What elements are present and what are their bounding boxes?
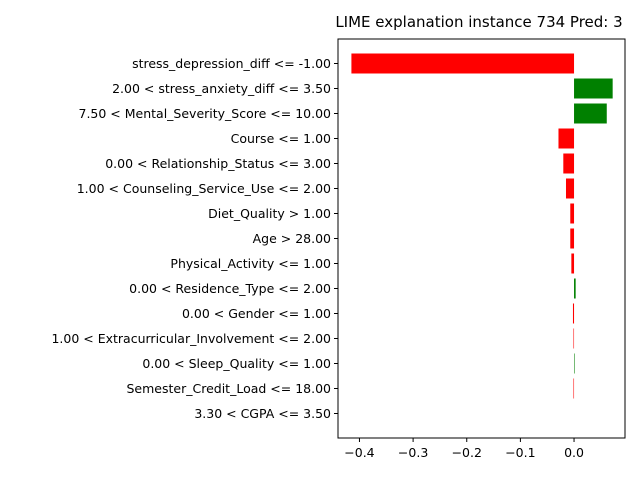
y-tick-label-1: 2.00 < stress_anxiety_diff <= 3.50 [112, 81, 331, 96]
bar-11 [573, 328, 575, 349]
y-tick-label-5: 1.00 < Counseling_Service_Use <= 2.00 [77, 181, 331, 196]
y-tick-label-0: stress_depression_diff <= -1.00 [132, 56, 331, 71]
bar-13 [573, 378, 575, 399]
y-axis-ticks: stress_depression_diff <= -1.00 2.00 < st… [51, 56, 338, 421]
y-tick-label-13: Semester_Credit_Load <= 18.00 [127, 381, 332, 396]
y-tick-label-4: 0.00 < Relationship_Status <= 3.00 [105, 156, 331, 171]
y-tick-label-10: 0.00 < Gender <= 1.00 [182, 306, 331, 321]
bar-12 [574, 353, 575, 374]
bar-10 [572, 303, 575, 324]
bars-group [351, 53, 613, 399]
x-tick-label-4: 0.0 [564, 445, 584, 460]
x-axis-ticks: −0.4 −0.3 −0.2 −0.1 0.0 [344, 438, 584, 460]
bar-0 [351, 53, 575, 74]
bar-6 [570, 203, 575, 224]
bar-4 [563, 153, 575, 174]
y-tick-label-2: 7.50 < Mental_Severity_Score <= 10.00 [79, 106, 332, 121]
y-tick-label-6: Diet_Quality > 1.00 [208, 206, 331, 221]
y-tick-label-14: 3.30 < CGPA <= 3.50 [194, 406, 331, 421]
x-tick-label-2: −0.2 [452, 445, 482, 460]
x-tick-label-3: −0.1 [505, 445, 535, 460]
bar-8 [571, 253, 575, 274]
bar-7 [570, 228, 575, 249]
y-tick-label-8: Physical_Activity <= 1.00 [170, 256, 331, 271]
y-tick-label-9: 0.00 < Residence_Type <= 2.00 [129, 281, 331, 296]
bar-9 [574, 278, 576, 299]
bar-5 [565, 178, 575, 199]
y-tick-label-12: 0.00 < Sleep_Quality <= 1.00 [142, 356, 331, 371]
plot-frame [337, 38, 626, 439]
bar-2 [574, 103, 607, 124]
bar-1 [574, 78, 613, 99]
chart-title: LIME explanation instance 734 Pred: 3 [335, 13, 622, 31]
x-tick-label-0: −0.4 [344, 445, 374, 460]
y-tick-label-3: Course <= 1.00 [231, 131, 331, 146]
y-tick-label-7: Age > 28.00 [253, 231, 331, 246]
y-tick-label-11: 1.00 < Extracurricular_Involvement <= 2.… [51, 331, 331, 346]
x-tick-label-1: −0.3 [398, 445, 428, 460]
bar-3 [558, 128, 575, 149]
